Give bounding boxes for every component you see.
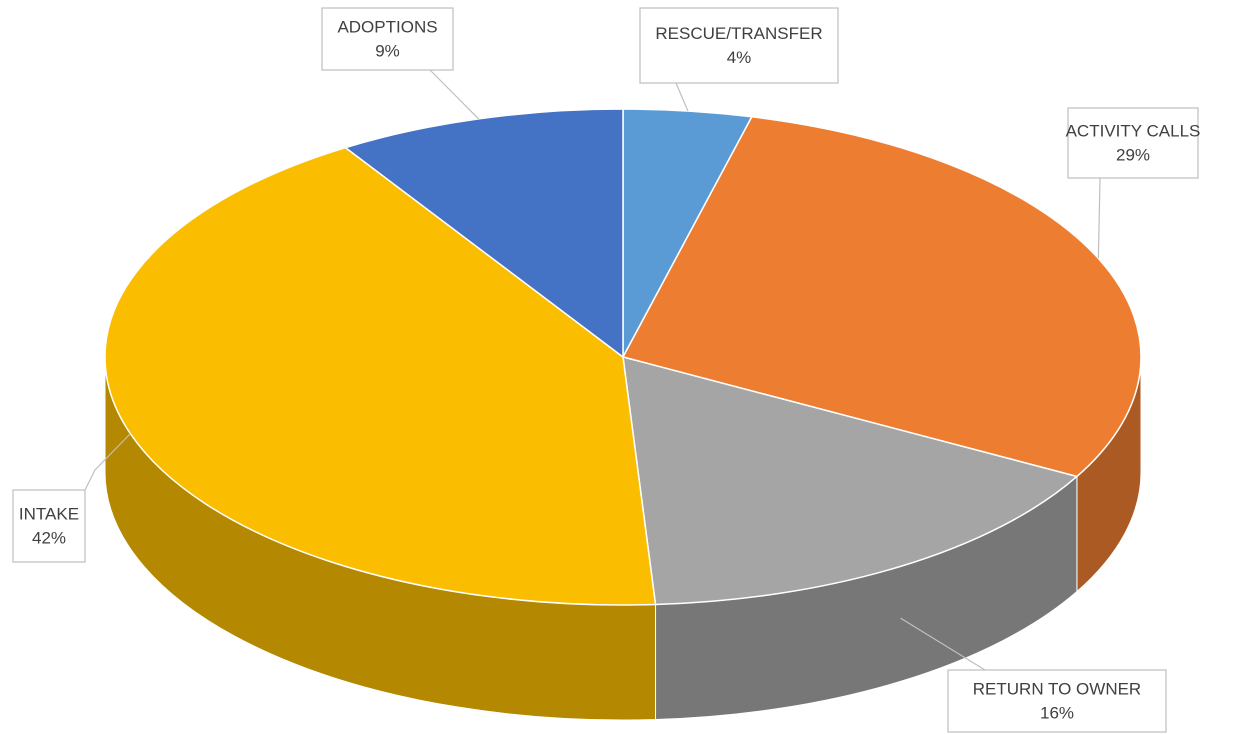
label-box [1067,107,1199,179]
slice [104,146,657,606]
label-value: 29% [1116,145,1150,164]
label-name: INTAKE [19,504,79,523]
slice [622,355,1079,606]
label-value: 4% [727,48,752,67]
label-box [947,669,1167,733]
leader-line [84,433,131,491]
label-value: 42% [32,528,66,547]
label-name: ACTIVITY CALLS [1066,121,1201,140]
slice [343,108,624,359]
label-box [321,7,454,71]
label-value: 16% [1040,703,1074,722]
leader-line [675,82,689,112]
label-box [639,7,839,84]
label-name: RETURN TO OWNER [973,679,1141,698]
label-value: 9% [375,41,400,60]
label-name: ADOPTIONS [337,17,437,36]
label-name: RESCUE/TRANSFER [655,24,822,43]
leader-line [1097,177,1101,259]
label-box [12,489,86,563]
leader-line [900,617,986,671]
leader-line [429,69,479,120]
